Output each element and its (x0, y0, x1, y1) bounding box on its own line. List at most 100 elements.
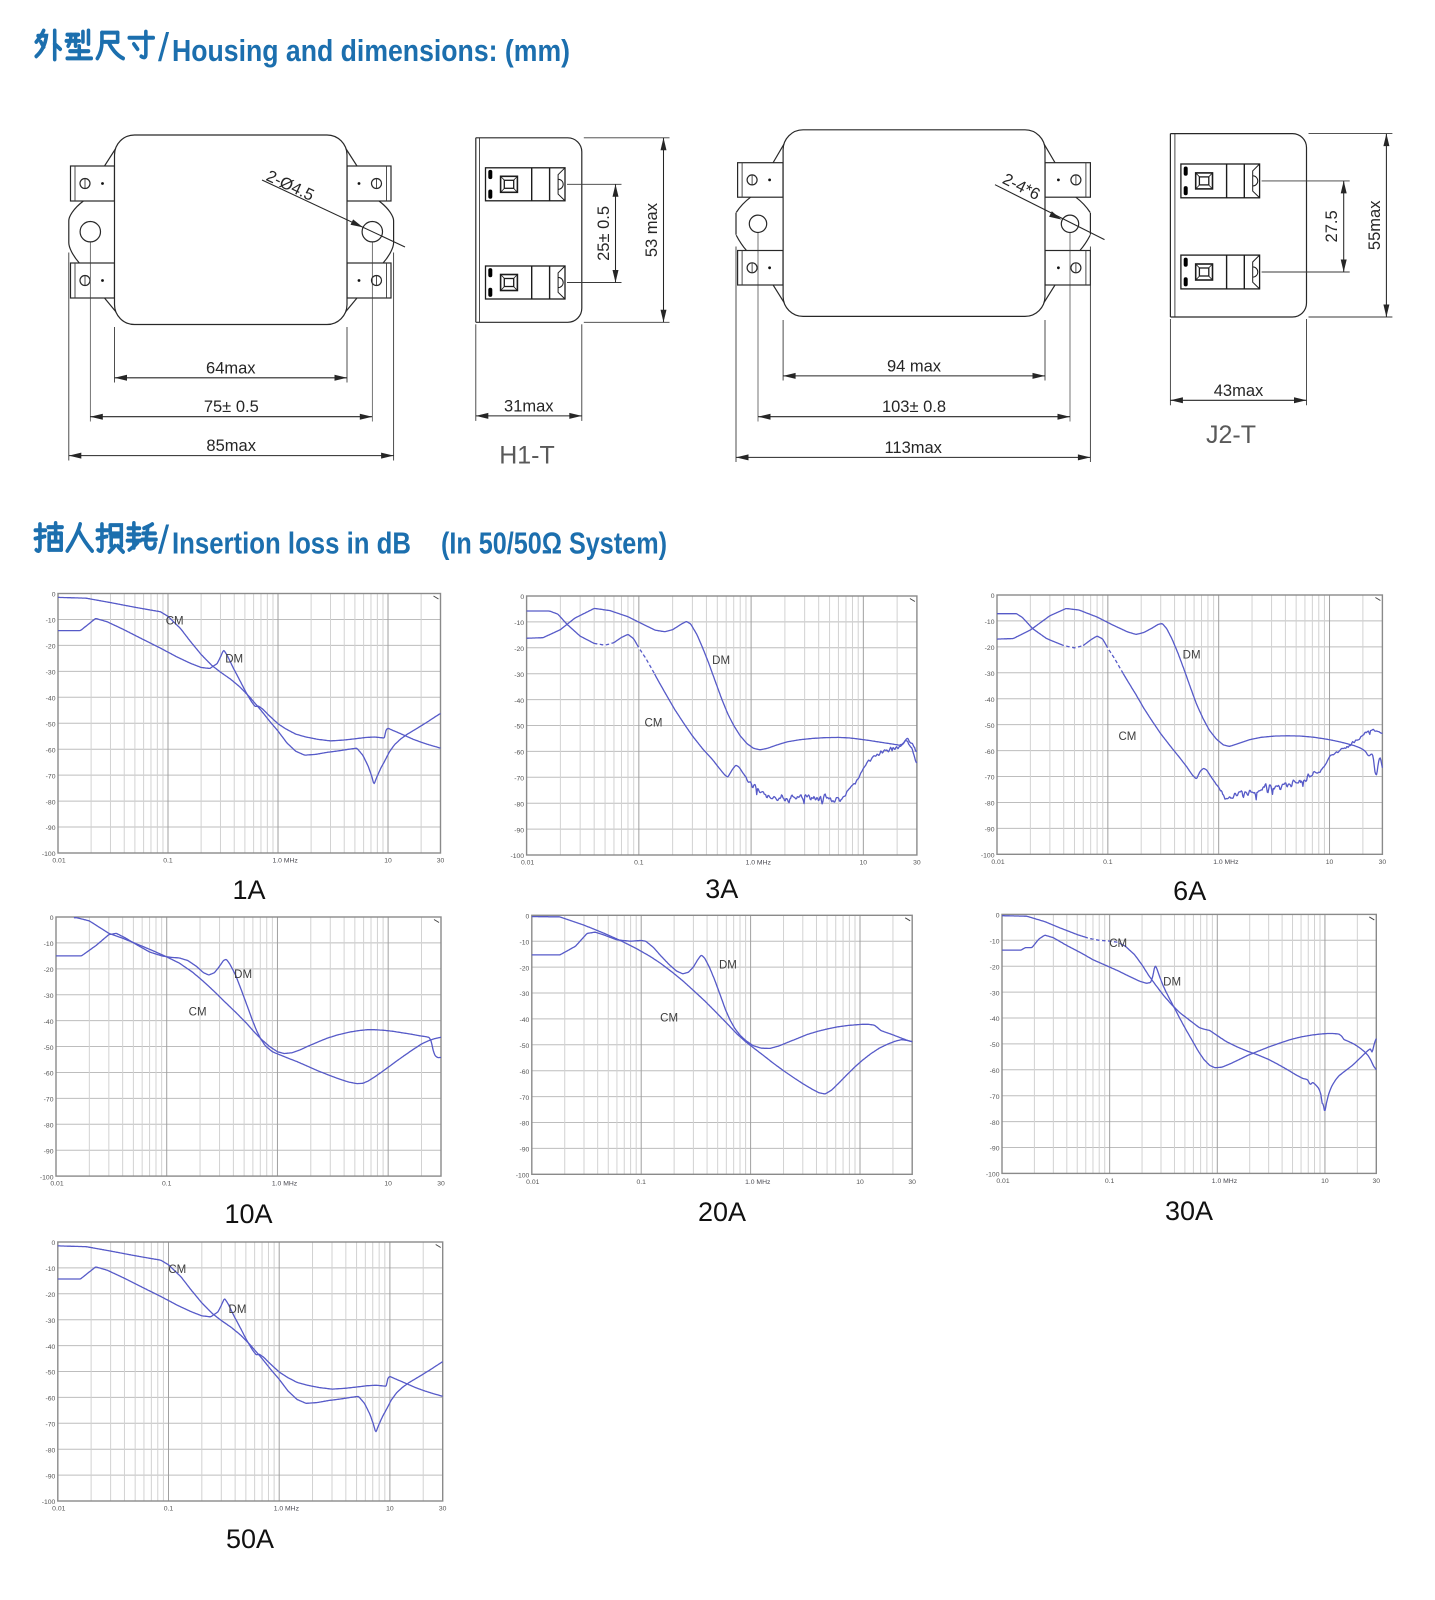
svg-text:-80: -80 (44, 1123, 54, 1130)
svg-text:-30: -30 (45, 1318, 55, 1325)
svg-text:DM: DM (719, 959, 737, 971)
svg-text:25± 0.5: 25± 0.5 (595, 206, 613, 261)
svg-text:0: 0 (50, 915, 54, 922)
svg-text:10: 10 (386, 1506, 394, 1513)
svg-text:30: 30 (1373, 1178, 1381, 1185)
svg-text:-10: -10 (990, 939, 1000, 946)
svg-text:-10: -10 (519, 939, 529, 946)
svg-text:0: 0 (52, 592, 56, 599)
svg-text:-10: -10 (45, 1266, 55, 1273)
svg-text:0: 0 (991, 593, 995, 600)
svg-text:-100: -100 (510, 853, 524, 860)
svg-text:27.5: 27.5 (1323, 210, 1341, 242)
svg-text:30: 30 (437, 858, 445, 865)
svg-text:10A: 10A (224, 1199, 272, 1229)
svg-text:31max: 31max (504, 397, 554, 415)
svg-text:CM: CM (1109, 938, 1127, 950)
svg-text:(In 50/50Ω System): (In 50/50Ω System) (441, 526, 667, 561)
svg-text:CM: CM (189, 1007, 207, 1019)
svg-text:10: 10 (384, 1181, 392, 1188)
svg-text:-60: -60 (45, 1396, 55, 1403)
svg-text:0.01: 0.01 (50, 1181, 63, 1188)
svg-text:-90: -90 (519, 1147, 529, 1154)
svg-text:Insertion loss in dB: Insertion loss in dB (172, 526, 411, 561)
svg-text:-30: -30 (46, 670, 56, 677)
svg-text:-90: -90 (44, 1148, 54, 1155)
svg-text:0.1: 0.1 (1103, 859, 1113, 866)
svg-text:-60: -60 (514, 750, 524, 757)
svg-text:0.01: 0.01 (996, 1178, 1009, 1185)
svg-text:53 max: 53 max (643, 202, 661, 257)
svg-text:-20: -20 (985, 645, 995, 652)
svg-text:-100: -100 (40, 1174, 54, 1181)
svg-text:10: 10 (860, 860, 868, 867)
svg-text:-100: -100 (981, 853, 995, 860)
svg-text:-60: -60 (985, 749, 995, 756)
svg-text:-20: -20 (44, 967, 54, 974)
svg-text:0.1: 0.1 (636, 1179, 646, 1186)
svg-text:94 max: 94 max (887, 357, 942, 375)
svg-text:30: 30 (439, 1506, 447, 1513)
svg-text:-80: -80 (514, 801, 524, 808)
svg-text:0.1: 0.1 (1105, 1178, 1115, 1185)
svg-text:CM: CM (166, 616, 184, 628)
svg-text:0.01: 0.01 (991, 859, 1004, 866)
svg-text:0.01: 0.01 (52, 858, 65, 865)
svg-text:-70: -70 (46, 773, 56, 780)
svg-text:-40: -40 (45, 1344, 55, 1351)
svg-text:1.0 MHz: 1.0 MHz (274, 1506, 300, 1513)
svg-text:-90: -90 (46, 825, 56, 832)
svg-text:-50: -50 (46, 722, 56, 729)
svg-text:10: 10 (1326, 859, 1334, 866)
svg-text:CM: CM (645, 718, 663, 730)
svg-text:0: 0 (996, 913, 1000, 920)
svg-text:-90: -90 (514, 827, 524, 834)
svg-text:-70: -70 (985, 775, 995, 782)
svg-text:43max: 43max (1214, 382, 1264, 400)
svg-text:-50: -50 (519, 1043, 529, 1050)
svg-text:30: 30 (1379, 859, 1387, 866)
svg-text:-20: -20 (990, 964, 1000, 971)
svg-text:-10: -10 (514, 620, 524, 627)
svg-text:-20: -20 (46, 644, 56, 651)
svg-text:-30: -30 (514, 672, 524, 679)
svg-text:0.01: 0.01 (52, 1506, 65, 1513)
svg-text:-60: -60 (990, 1068, 1000, 1075)
svg-text:-80: -80 (45, 1447, 55, 1454)
svg-text:0.01: 0.01 (521, 860, 534, 867)
svg-text:1.0 MHz: 1.0 MHz (1213, 859, 1239, 866)
svg-text:-100: -100 (42, 1499, 56, 1506)
svg-text:55max: 55max (1366, 200, 1384, 250)
svg-text:-100: -100 (986, 1172, 1000, 1179)
svg-text:-40: -40 (990, 1016, 1000, 1023)
svg-text:10: 10 (1321, 1178, 1329, 1185)
svg-text:-60: -60 (519, 1069, 529, 1076)
svg-text:113max: 113max (884, 439, 942, 457)
svg-text:-70: -70 (514, 776, 524, 783)
svg-text:-80: -80 (519, 1121, 529, 1128)
svg-text:-90: -90 (985, 827, 995, 834)
svg-text:-70: -70 (519, 1095, 529, 1102)
svg-text:-50: -50 (985, 723, 995, 730)
svg-text:-80: -80 (985, 801, 995, 808)
svg-text:-20: -20 (45, 1292, 55, 1299)
svg-text:-10: -10 (44, 941, 54, 948)
svg-text:0.1: 0.1 (163, 858, 173, 865)
svg-text:DM: DM (229, 1304, 247, 1316)
svg-text:-50: -50 (514, 724, 524, 731)
svg-text:-50: -50 (44, 1045, 54, 1052)
svg-text:-20: -20 (519, 965, 529, 972)
svg-text:-10: -10 (46, 618, 56, 625)
svg-text:-40: -40 (985, 697, 995, 704)
svg-text:0.1: 0.1 (634, 860, 644, 867)
svg-text:103± 0.8: 103± 0.8 (882, 398, 946, 416)
svg-text:-30: -30 (44, 993, 54, 1000)
svg-text:0: 0 (526, 914, 530, 921)
svg-text:/: / (158, 26, 170, 70)
svg-text:-50: -50 (990, 1042, 1000, 1049)
svg-text:1.0 MHz: 1.0 MHz (273, 858, 299, 865)
svg-text:1.0 MHz: 1.0 MHz (745, 1179, 771, 1186)
svg-text:CM: CM (660, 1013, 678, 1025)
svg-text:-80: -80 (990, 1120, 1000, 1127)
svg-text:0: 0 (52, 1240, 56, 1247)
